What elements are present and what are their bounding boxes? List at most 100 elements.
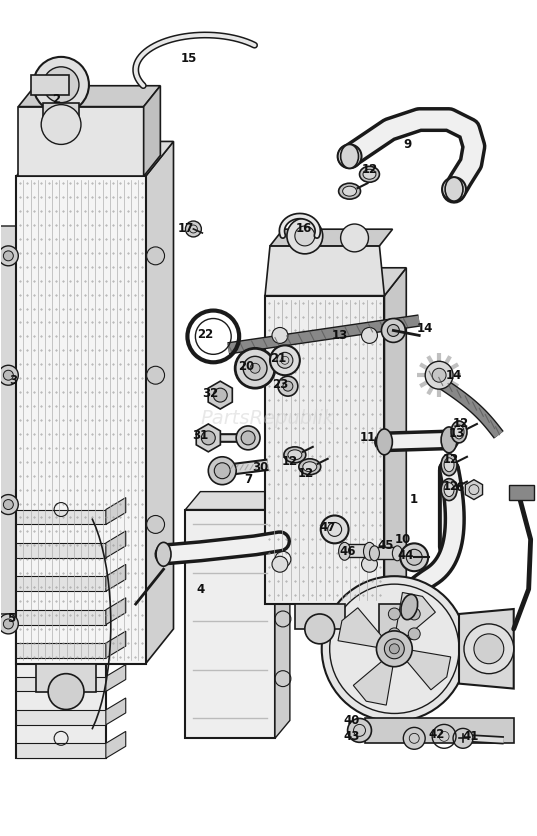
Polygon shape	[185, 492, 290, 509]
Circle shape	[48, 674, 84, 710]
Circle shape	[330, 584, 459, 713]
Polygon shape	[144, 86, 161, 176]
Polygon shape	[365, 718, 514, 743]
Circle shape	[0, 614, 18, 634]
Text: 32: 32	[202, 386, 219, 400]
Polygon shape	[380, 604, 414, 639]
Text: 41: 41	[463, 730, 479, 743]
Ellipse shape	[299, 459, 321, 475]
Polygon shape	[0, 226, 16, 614]
Polygon shape	[146, 141, 173, 664]
Circle shape	[453, 728, 473, 748]
Polygon shape	[31, 74, 69, 94]
Circle shape	[338, 145, 361, 168]
Text: 12: 12	[443, 453, 459, 466]
Circle shape	[241, 431, 255, 445]
Circle shape	[389, 644, 400, 654]
Circle shape	[3, 370, 13, 380]
Polygon shape	[106, 497, 126, 524]
Text: 12: 12	[443, 480, 459, 493]
Polygon shape	[106, 564, 126, 591]
Text: 20: 20	[238, 359, 254, 373]
Text: 14: 14	[417, 322, 433, 335]
Polygon shape	[16, 609, 106, 624]
Circle shape	[41, 104, 81, 145]
Circle shape	[213, 388, 227, 402]
Ellipse shape	[339, 543, 351, 560]
Polygon shape	[270, 229, 393, 246]
Ellipse shape	[343, 186, 357, 196]
Polygon shape	[18, 86, 161, 107]
Text: 17: 17	[177, 222, 193, 236]
Circle shape	[43, 67, 79, 103]
Text: 43: 43	[343, 730, 360, 743]
Circle shape	[384, 639, 404, 659]
Polygon shape	[106, 531, 126, 558]
Text: 12: 12	[297, 467, 314, 480]
Text: 15: 15	[180, 53, 197, 65]
Text: 6: 6	[455, 482, 463, 494]
Text: 12: 12	[361, 163, 378, 176]
Polygon shape	[403, 650, 451, 690]
Text: 16: 16	[296, 222, 312, 236]
Text: PartsRepublik: PartsRepublik	[201, 409, 335, 427]
Text: 12: 12	[282, 456, 298, 468]
Ellipse shape	[376, 429, 393, 455]
Polygon shape	[43, 103, 79, 125]
Text: 46: 46	[339, 545, 356, 558]
Polygon shape	[18, 107, 144, 176]
Circle shape	[464, 624, 514, 674]
Circle shape	[147, 247, 164, 265]
Circle shape	[388, 628, 400, 640]
Polygon shape	[384, 268, 407, 604]
Text: 7: 7	[244, 473, 252, 487]
Ellipse shape	[451, 421, 467, 443]
Circle shape	[270, 345, 300, 375]
Circle shape	[277, 352, 293, 369]
Circle shape	[287, 218, 323, 254]
Text: 4: 4	[196, 583, 205, 595]
Circle shape	[3, 500, 13, 509]
Circle shape	[347, 718, 372, 742]
Circle shape	[361, 556, 378, 572]
Circle shape	[185, 221, 201, 237]
Text: 13: 13	[449, 427, 465, 441]
Circle shape	[474, 634, 504, 664]
Ellipse shape	[401, 594, 418, 619]
Ellipse shape	[156, 543, 171, 566]
Polygon shape	[16, 141, 173, 176]
Polygon shape	[345, 544, 369, 558]
Circle shape	[214, 463, 230, 479]
Ellipse shape	[393, 546, 402, 561]
Polygon shape	[16, 490, 106, 758]
Polygon shape	[196, 424, 220, 451]
Text: 12: 12	[453, 417, 469, 431]
Polygon shape	[106, 665, 126, 691]
Polygon shape	[16, 676, 106, 691]
Circle shape	[340, 224, 368, 252]
Ellipse shape	[363, 170, 376, 179]
Ellipse shape	[364, 543, 375, 560]
Ellipse shape	[444, 458, 454, 472]
Circle shape	[305, 614, 335, 644]
Text: 47: 47	[320, 521, 336, 534]
Ellipse shape	[441, 479, 457, 501]
Circle shape	[235, 349, 275, 388]
Text: 21: 21	[270, 352, 286, 364]
Polygon shape	[16, 743, 106, 758]
Circle shape	[236, 426, 260, 450]
Ellipse shape	[288, 450, 302, 460]
Text: 10: 10	[395, 533, 411, 546]
Circle shape	[322, 576, 467, 721]
Polygon shape	[395, 593, 436, 640]
Polygon shape	[16, 576, 106, 591]
Text: 2: 2	[52, 93, 60, 106]
Polygon shape	[16, 543, 106, 558]
Text: 14: 14	[446, 369, 462, 382]
Circle shape	[425, 361, 453, 389]
Polygon shape	[384, 604, 424, 644]
Circle shape	[272, 556, 288, 572]
Circle shape	[272, 328, 288, 344]
Circle shape	[3, 619, 13, 629]
Polygon shape	[466, 480, 483, 500]
